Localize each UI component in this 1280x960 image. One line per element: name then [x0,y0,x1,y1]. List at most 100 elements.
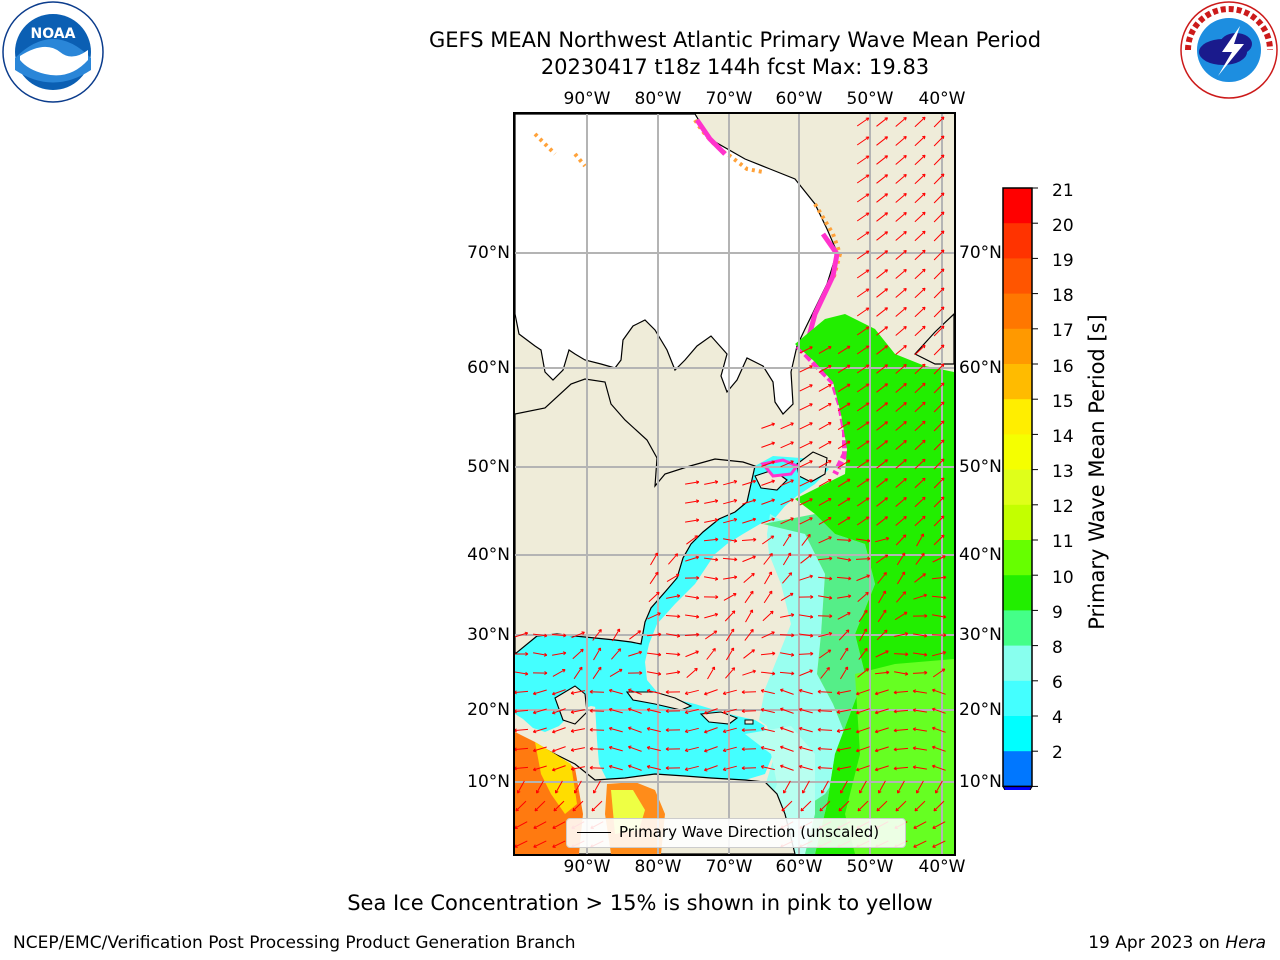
wave-arrow-head [676,594,681,598]
wave-arrow-head [790,498,794,502]
wave-arrow-head [903,174,907,178]
wave-arrow-head [940,135,945,140]
wave-arrow-head [903,516,907,520]
wave-arrow-head [515,690,517,695]
wave-arrow-head [940,192,945,197]
wave-arrow-head [552,748,556,753]
wave-arrow-head [760,727,765,731]
wave-arrow-head [940,344,945,349]
wave-arrow-head [608,707,613,712]
wave-arrow-head [874,748,879,753]
wave-arrow-head [903,345,907,349]
wave-arrow-head [836,766,841,771]
wave-arrow [553,800,565,812]
wave-arrow-head [752,669,756,674]
wave-arrow-head [695,518,700,523]
wave-arrow-head [771,651,776,656]
chart-subtitle: 20230417 t18z 144h fcst Max: 19.83 [540,55,930,79]
wave-arrow [856,746,870,752]
wave-arrow-head [884,440,888,444]
wave-arrow-head [695,595,700,600]
wave-arrow-head [865,307,870,311]
lon-label-bottom: 90°W [563,857,611,877]
wave-arrow-head [942,555,946,559]
wave-arrow [609,668,623,678]
wave-arrow-head [884,497,888,501]
wave-arrow [647,652,661,656]
lon-label-bottom: 70°W [705,857,753,877]
colorbar-bin [1003,680,1032,717]
map-panel: Primary Wave Direction (unscaled) [513,112,956,856]
wave-arrow [799,727,813,733]
wave-arrow-head [882,590,887,595]
wave-arrow-head [628,745,632,750]
wave-arrow [893,747,909,751]
wave-arrow-head [828,631,833,636]
wave-arrow-head [940,173,945,178]
wave-arrow [780,498,794,506]
sea-ice-note: Sea Ice Concentration > 15% is shown in … [347,891,933,915]
wave-arrow [649,571,659,585]
wave-arrow [876,478,888,488]
wave-arrow [685,500,699,504]
wave-arrow [780,422,794,430]
wave-arrow [799,346,813,354]
wave-arrow-head [771,441,775,446]
wave-arrow [876,288,888,298]
wave-arrow-head [771,631,775,635]
wave-arrow [895,117,907,127]
wave-arrow-head [846,516,851,521]
wave-arrow [761,671,775,675]
wave-arrow [932,614,946,618]
wave-arrow-head [836,709,841,714]
wave-arrow-head [876,807,881,812]
lon-label-top: 60°W [775,89,823,109]
wave-arrow-head [922,420,926,425]
wave-arrow [799,441,813,449]
wave-arrow-head [555,790,559,794]
wave-arrow [856,708,870,714]
wave-arrow-head [921,552,925,557]
wave-arrow [818,479,832,487]
wave-arrow [935,780,943,794]
wave-arrow-head [809,479,813,483]
wave-arrow [933,268,945,280]
wave-arrow [876,383,888,393]
wave-arrow [647,708,661,714]
wave-arrow-head [903,250,907,254]
wave-arrow [856,402,870,412]
wave-arrow [837,345,851,355]
wave-arrow [704,481,718,485]
wave-arrow [933,800,945,812]
wave-arrow-head [769,553,773,557]
wave-arrow [837,459,851,469]
wave-arrow [932,708,946,714]
wave-arrow [704,519,718,523]
wave-arrow [685,556,699,562]
wave-arrow-head [770,610,774,615]
wave-arrow [856,250,870,260]
wave-arrow [515,728,529,732]
wave-arrow-head [544,671,548,676]
wave-arrow [799,633,813,637]
wave-arrow-head [791,671,795,676]
wave-arrow [932,821,946,829]
wave-arrow-head [856,767,860,772]
colorbar-bin [1003,610,1032,647]
wave-arrow [895,421,907,431]
wave-arrow [817,710,833,712]
wave-arrow [685,481,699,485]
wave-arrow [893,709,909,713]
wave-arrow [628,765,642,771]
wave-arrow-head [809,669,813,674]
wave-arrow [647,671,661,675]
wave-arrow-head [515,825,518,829]
wave-arrow-head [563,633,567,638]
wave-arrow [760,652,776,656]
wave-arrow-head [940,287,945,292]
wave-arrow [819,800,831,812]
wave-arrow-head [817,689,821,694]
wave-arrow [818,346,832,354]
wave-arrow [761,499,775,505]
wave-arrow-head [809,633,814,638]
